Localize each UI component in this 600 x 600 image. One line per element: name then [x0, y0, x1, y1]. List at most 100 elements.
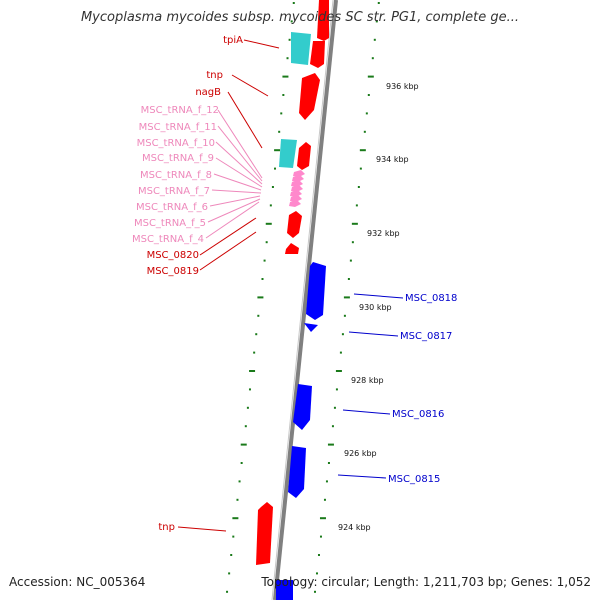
tick-mark	[349, 259, 352, 262]
tick-mark	[271, 186, 274, 188]
feature-bottom-partial[interactable]	[276, 580, 293, 600]
feature-msc-0820[interactable]	[287, 211, 302, 238]
gene-label-tpia[interactable]: tpiA	[223, 35, 243, 46]
forward-features	[256, 0, 329, 565]
gene-label-tnp[interactable]: tnp	[206, 70, 223, 81]
tick-mark	[261, 278, 264, 280]
tick-mark	[367, 75, 374, 78]
gene-label-trna-12[interactable]: MSC_tRNA_f_12	[141, 105, 219, 116]
scale-label: 926 kbp	[344, 449, 377, 458]
tick-mark	[317, 554, 320, 556]
feature-cds-small[interactable]	[297, 142, 311, 170]
tick-mark	[367, 94, 370, 96]
gene-label-nagb[interactable]: nagB	[195, 87, 221, 98]
feature-msc-0816[interactable]	[293, 384, 312, 430]
tick-mark	[333, 406, 336, 409]
gene-label-trna-10[interactable]: MSC_tRNA_f_10	[137, 138, 215, 149]
gene-label-msc-0819[interactable]: MSC_0819	[147, 266, 199, 277]
tick-mark	[274, 149, 281, 152]
tick-mark	[359, 149, 366, 152]
tick-mark	[365, 112, 368, 115]
tick-mark	[232, 535, 235, 538]
tick-mark	[327, 443, 334, 446]
tick-mark	[246, 406, 249, 409]
outer-tick-ring	[313, 2, 380, 593]
forward-label-group: tpiA tnp nagB MSC_0820 MSC_0819 tnp	[147, 35, 244, 533]
gene-label-trna-11[interactable]: MSC_tRNA_f_11	[139, 122, 217, 133]
inner-tick-ring	[226, 2, 295, 593]
scale-labels: 936 kbp 934 kbp 932 kbp 930 kbp 928 kbp …	[338, 82, 419, 532]
reverse-leaders	[337, 293, 404, 479]
trna-cluster[interactable]	[289, 170, 305, 207]
tick-mark	[355, 204, 358, 207]
scale-label: 928 kbp	[351, 376, 384, 385]
feature-tnp-bottom[interactable]	[256, 502, 273, 565]
feature-msc-0819[interactable]	[285, 243, 299, 254]
gene-label-msc-0816[interactable]: MSC_0816	[392, 409, 444, 420]
tick-mark	[319, 517, 326, 520]
tick-mark	[341, 333, 344, 336]
feature-rrna-top[interactable]	[291, 32, 311, 65]
gene-label-tnp-bottom[interactable]: tnp	[158, 522, 175, 533]
tick-mark	[257, 314, 260, 317]
feature-msc-0815[interactable]	[288, 446, 306, 498]
tick-mark	[323, 498, 326, 501]
tick-mark	[240, 462, 243, 464]
feature-nagb[interactable]	[299, 73, 320, 120]
gene-label-trna-9[interactable]: MSC_tRNA_f_9	[142, 153, 214, 164]
gene-label-msc-0818[interactable]: MSC_0818	[405, 293, 457, 304]
gene-label-trna-4[interactable]: MSC_tRNA_f_4	[132, 234, 204, 245]
tick-mark	[278, 130, 281, 133]
scale-label: 936 kbp	[386, 82, 419, 91]
gene-label-msc-0817[interactable]: MSC_0817	[400, 331, 452, 342]
feature-tpia[interactable]	[317, 0, 329, 41]
tick-mark	[343, 296, 350, 299]
tick-mark	[363, 130, 366, 133]
tick-mark	[313, 590, 316, 593]
gene-label-trna-8[interactable]: MSC_tRNA_f_8	[140, 170, 212, 181]
tick-mark	[319, 535, 322, 538]
tick-mark	[331, 425, 334, 428]
tick-mark	[325, 480, 328, 483]
accession-text: Accession: NC_005364	[9, 575, 146, 589]
gene-label-trna-7[interactable]: MSC_tRNA_f_7	[138, 186, 210, 197]
scale-label: 930 kbp	[359, 303, 392, 312]
tick-mark	[377, 2, 380, 4]
tick-mark	[292, 2, 295, 4]
trna-leaders	[205, 109, 263, 239]
tick-mark	[249, 370, 256, 372]
tick-mark	[339, 351, 342, 354]
gene-label-msc-0815[interactable]: MSC_0815	[388, 474, 440, 485]
gene-label-trna-6[interactable]: MSC_tRNA_f_6	[136, 202, 208, 213]
tick-mark	[351, 222, 358, 225]
gene-label-trna-5[interactable]: MSC_tRNA_f_5	[134, 218, 206, 229]
tick-mark	[269, 204, 272, 207]
reverse-features	[276, 262, 326, 600]
tick-mark	[315, 572, 318, 575]
feature-tnp-top[interactable]	[310, 41, 325, 68]
gene-label-msc-0820[interactable]: MSC_0820	[147, 250, 199, 261]
tick-mark	[347, 278, 350, 280]
tick-mark	[373, 38, 376, 41]
tick-mark	[359, 167, 362, 170]
feature-rrna-mid[interactable]	[279, 139, 297, 168]
feature-msc-0818[interactable]	[306, 262, 326, 320]
tick-mark	[282, 75, 289, 78]
forward-leaders	[177, 39, 280, 532]
tick-mark	[351, 241, 354, 244]
tick-mark	[230, 554, 233, 556]
map-title: Mycoplasma mycoides subsp. mycoides SC s…	[80, 10, 520, 25]
tick-mark	[226, 590, 229, 593]
trna-label-group: MSC_tRNA_f_12 MSC_tRNA_f_11 MSC_tRNA_f_1…	[132, 105, 219, 245]
tick-mark	[335, 388, 338, 391]
backbone-line	[273, 0, 338, 600]
scale-label: 924 kbp	[338, 523, 371, 532]
tick-mark	[244, 425, 247, 428]
tick-mark	[238, 480, 241, 483]
scale-label: 932 kbp	[367, 229, 400, 238]
tick-mark	[343, 314, 346, 317]
tick-mark	[257, 296, 264, 299]
tick-mark	[280, 112, 283, 115]
feature-msc-0817[interactable]	[304, 323, 318, 332]
